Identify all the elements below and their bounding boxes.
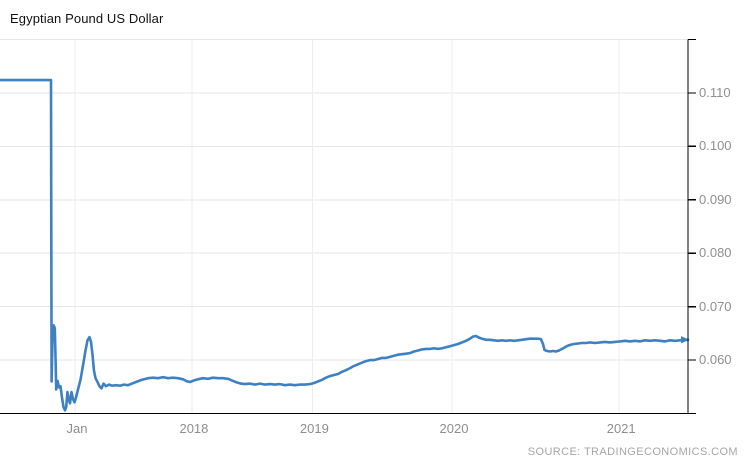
- x-axis-tick-label: 2018: [179, 421, 209, 436]
- y-axis-tick-label: 0.110: [699, 85, 731, 101]
- y-axis-tick-label: 0.060: [699, 352, 732, 368]
- line-end-arrow: [681, 336, 690, 344]
- x-axis-tick-label: 2021: [606, 421, 636, 436]
- y-axis-tick-label: 0.100: [699, 138, 732, 154]
- x-axis-tick-label: Jan: [66, 421, 88, 436]
- y-axis-tick-label: 0.070: [699, 298, 732, 314]
- x-axis-tick-label: 2020: [439, 421, 469, 436]
- source-credit: SOURCE: TRADINGECONOMICS.COM: [527, 446, 738, 458]
- y-axis-tick-label: 0.080: [699, 245, 732, 261]
- x-axis-tick-label: 2019: [299, 421, 329, 436]
- price-line: [0, 78, 690, 412]
- y-axis-tick-label: 0.090: [699, 191, 732, 207]
- chart-title: Egyptian Pound US Dollar: [10, 11, 164, 26]
